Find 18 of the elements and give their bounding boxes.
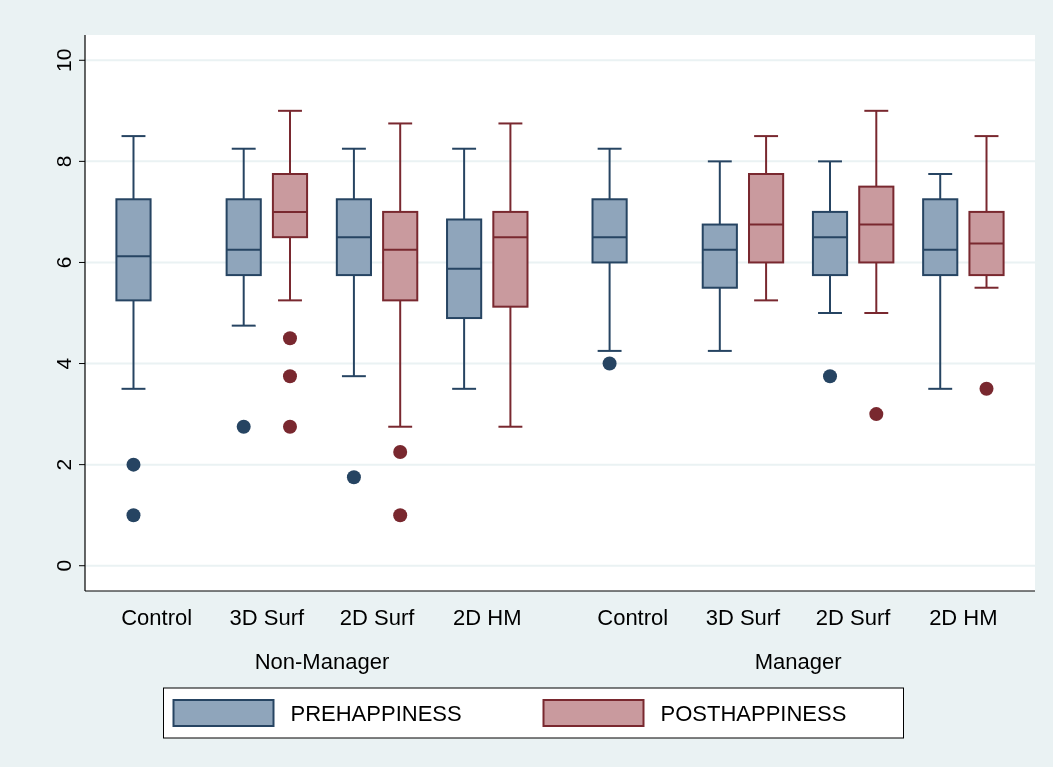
x-tick-label: 3D Surf	[229, 605, 306, 630]
text: Manager	[754, 649, 842, 674]
y-tick-label: 10	[52, 48, 75, 72]
text: Non-Manager	[254, 649, 390, 674]
x-tick-label: Control	[121, 605, 193, 630]
y-tick-label: 8	[52, 155, 75, 168]
x-tick-label: Control	[597, 605, 669, 630]
y-tick-label: 4	[52, 357, 75, 370]
y-tick-label: 6	[52, 256, 75, 269]
x-tick-label: 3D Surf	[705, 605, 782, 630]
y-tick-label: 0	[52, 559, 75, 572]
x-tick-label: 2D HM	[453, 605, 522, 630]
x-tick-label: 2D Surf	[339, 605, 416, 630]
legend-label: PREHAPPINESS	[290, 701, 462, 726]
x-tick-label: 2D HM	[929, 605, 998, 630]
y-tick-label: 2	[52, 458, 75, 471]
x-tick-label: 2D Surf	[815, 605, 892, 630]
legend-label: POSTHAPPINESS	[660, 701, 847, 726]
